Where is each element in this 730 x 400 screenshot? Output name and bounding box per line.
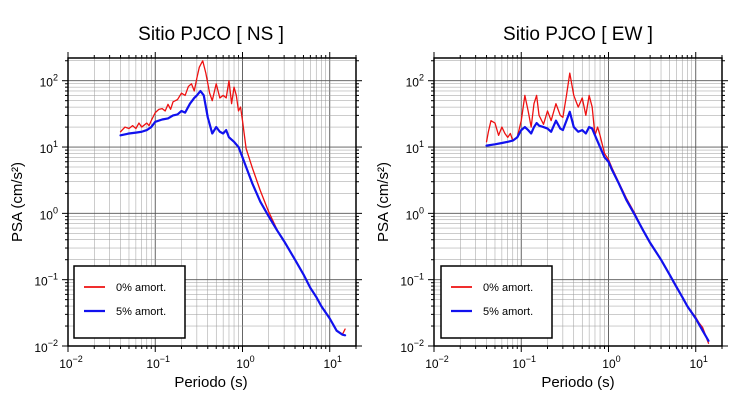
x-tick-label: 10−2 <box>425 354 449 371</box>
x-tick-label: 10−1 <box>512 354 536 371</box>
y-tick-label: 102 <box>40 73 58 90</box>
chart-panel-ns: Sitio PJCO [ NS ] 10−2 10−1 100 101 10−2 10−1… <box>9 24 362 391</box>
x-axis-label: Periodo (s) <box>174 374 247 391</box>
series-group <box>485 72 710 344</box>
y-axis-label: PSA (cm/s²) <box>375 162 392 242</box>
x-axis-label: Periodo (s) <box>541 374 614 391</box>
chart-title: Sitio PJCO [ EW ] <box>503 24 653 45</box>
chart-title: Sitio PJCO [ NS ] <box>138 24 284 45</box>
legend-box <box>73 265 186 339</box>
legend-label-0pct: 0% amort. <box>483 282 533 294</box>
legend-box <box>440 265 553 339</box>
series-line-5pct <box>119 89 347 337</box>
y-tick-label: 101 <box>40 139 58 156</box>
x-tick-label: 101 <box>324 354 342 371</box>
x-tick-label: 10−2 <box>59 354 83 371</box>
x-tick-label: 101 <box>690 354 708 371</box>
legend-label-0pct: 0% amort. <box>116 282 166 294</box>
x-tick-label: 100 <box>236 354 254 371</box>
plot-frame <box>67 57 357 347</box>
legend: 0% amort. 5% amort. <box>73 265 186 339</box>
x-tick-label: 100 <box>602 354 620 371</box>
y-tick-label: 10−1 <box>34 272 58 289</box>
y-tick-label: 100 <box>406 205 424 222</box>
y-tick-label: 100 <box>40 205 58 222</box>
legend-label-5pct: 5% amort. <box>116 306 166 318</box>
y-axis-label: PSA (cm/s²) <box>9 162 26 242</box>
x-tick-label: 10−1 <box>146 354 170 371</box>
tick-labels: 10−2 10−1 100 101 10−2 10−1 100 101 102 <box>34 73 342 371</box>
y-tick-label: 101 <box>406 139 424 156</box>
y-tick-label: 10−2 <box>34 338 58 355</box>
series-line-5pct <box>485 110 710 342</box>
tick-labels: 10−2 10−1 100 101 10−2 10−1 100 101 102 <box>400 73 708 371</box>
y-tick-label: 10−1 <box>400 272 424 289</box>
legend: 0% amort. 5% amort. <box>440 265 553 339</box>
plot-frame <box>433 57 723 347</box>
y-tick-label: 102 <box>406 73 424 90</box>
chart-panel-ew: Sitio PJCO [ EW ] 10−2 10−1 100 101 10−2 10−1… <box>375 24 728 391</box>
y-tick-label: 10−2 <box>400 338 424 355</box>
series-group <box>119 60 347 337</box>
legend-label-5pct: 5% amort. <box>483 306 533 318</box>
